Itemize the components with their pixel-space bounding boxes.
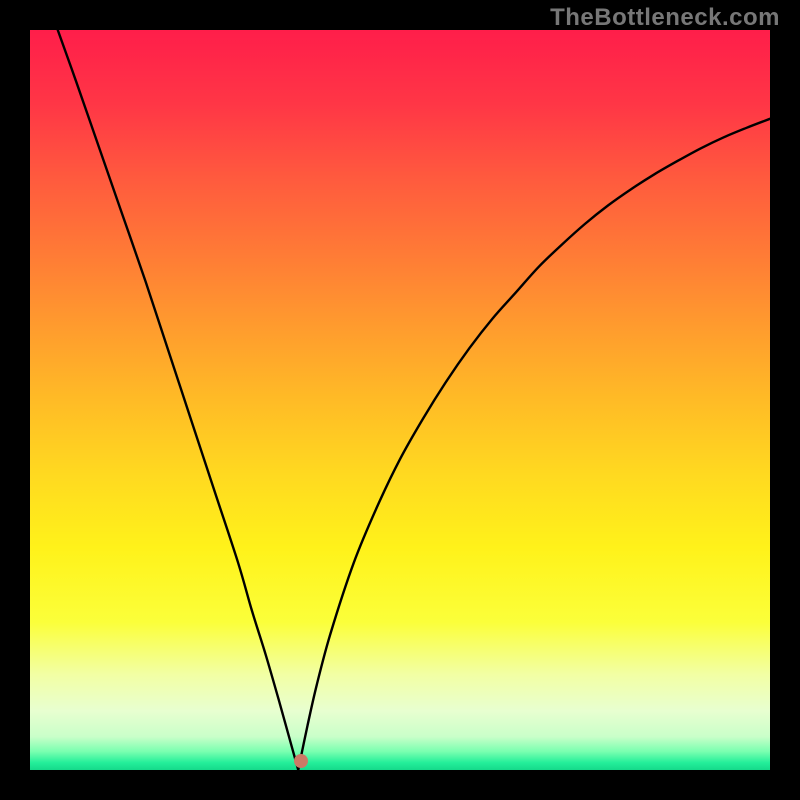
bottleneck-curve [30,30,770,770]
minimum-marker [294,754,308,768]
chart-container: TheBottleneck.com [0,0,800,800]
plot-area [30,30,770,770]
watermark-text: TheBottleneck.com [550,4,780,32]
